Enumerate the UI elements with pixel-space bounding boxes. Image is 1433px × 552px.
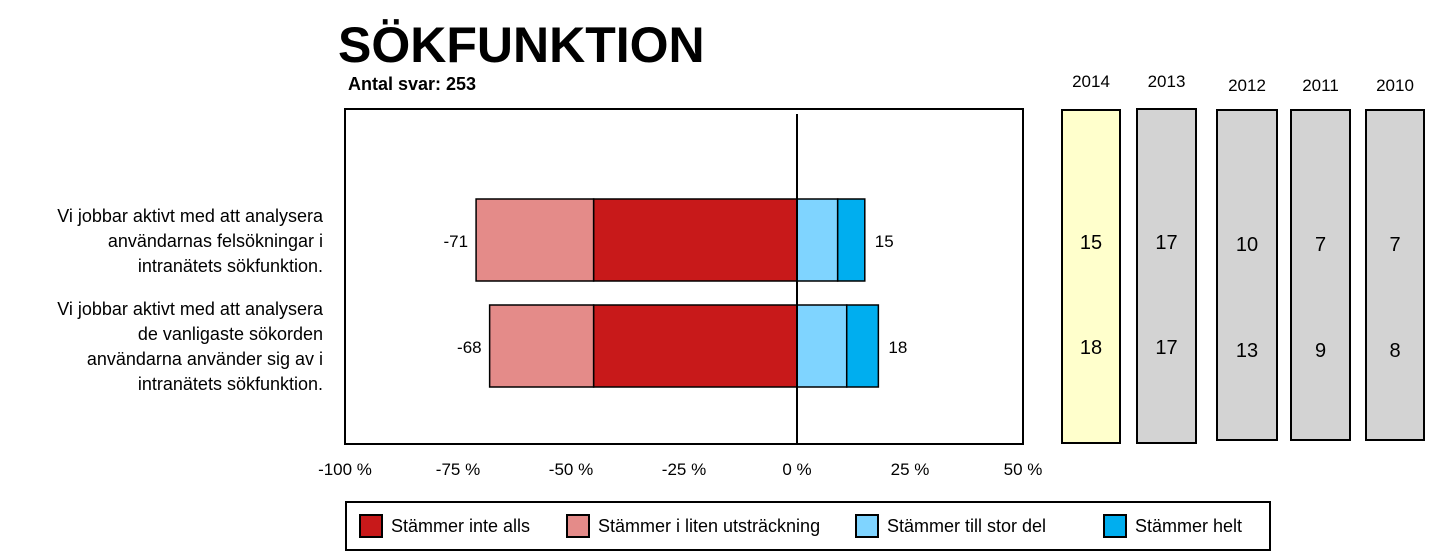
bar-segment [592,304,798,388]
year-label: 2014 [1072,72,1110,91]
question-label-line: användarnas felsökningar i [107,231,323,251]
question-label-line: de vanligaste sökorden [137,324,323,344]
x-tick-label: -100 % [318,460,372,479]
year-label: 2010 [1376,76,1414,95]
x-tick-label: 25 % [891,460,930,479]
year-label: 2012 [1228,76,1266,95]
legend-item: Stämmer inte alls [359,514,530,538]
legend-label: Stämmer till stor del [887,516,1047,536]
year-value: 10 [1235,234,1259,256]
x-tick-label: 0 % [782,460,811,479]
year-value: 13 [1235,340,1259,362]
x-tick-label: 50 % [1004,460,1043,479]
year-box [1290,109,1351,441]
legend-label: Stämmer inte alls [391,516,531,536]
bar-segment [836,198,866,282]
year-value: 8 [1389,340,1401,362]
year-value: 15 [1079,232,1103,254]
legend-item: Stämmer i liten utsträckning [566,514,820,538]
x-tick-label: -75 % [436,460,480,479]
data-label-positive: 18 [888,338,907,357]
bar-segment [796,304,848,388]
question-label-line: Vi jobbar aktivt med att analysera [57,299,323,319]
year-value: 9 [1314,340,1327,362]
question-label-2: Vi jobbar aktivt med att analysera de va… [57,297,323,397]
chart-legend: Stämmer inte alls Stämmer i liten utsträc… [345,501,1271,551]
question-label-line: Vi jobbar aktivt med att analysera [57,206,323,226]
legend-label: Stämmer helt [1135,516,1243,536]
year-box [1216,109,1278,441]
bar-segment [475,198,595,282]
legend-swatch [359,514,383,538]
bar-segment [796,198,839,282]
x-tick-label: -50 % [549,460,593,479]
year-value: 7 [1314,234,1327,256]
year-label: 2013 [1147,72,1186,91]
bar-segment [488,304,595,388]
data-label-negative: -71 [444,232,469,251]
legend-swatch [1103,514,1127,538]
chart-title: SÖKFUNKTION [338,17,705,73]
year-value: 18 [1079,337,1103,359]
bar-segment [845,304,880,388]
question-label-line: användarna använder sig av i [86,349,323,369]
year-value: 17 [1155,232,1178,254]
x-tick-label: -25 % [662,460,706,479]
legend-swatch [855,514,879,538]
legend-item: Stämmer till stor del [855,514,1046,538]
question-label-line: intranätets sökfunktion. [137,256,323,276]
year-label: 2011 [1302,76,1339,95]
legend-item: Stämmer helt [1103,514,1242,538]
legend-label: Stämmer i liten utsträckning [598,516,821,536]
year-value: 7 [1389,234,1401,256]
data-label-negative: -68 [457,338,482,357]
year-box [1136,108,1197,444]
response-count: Antal svar: 253 [348,74,477,94]
year-value: 17 [1155,337,1178,359]
legend-swatch [566,514,590,538]
year-box [1061,109,1121,444]
question-label-1: Vi jobbar aktivt med att analysera använ… [57,204,323,279]
year-box [1365,109,1425,441]
question-label-line: intranätets sökfunktion. [137,374,323,394]
data-label-positive: 15 [875,232,894,251]
bar-segment [592,198,798,282]
